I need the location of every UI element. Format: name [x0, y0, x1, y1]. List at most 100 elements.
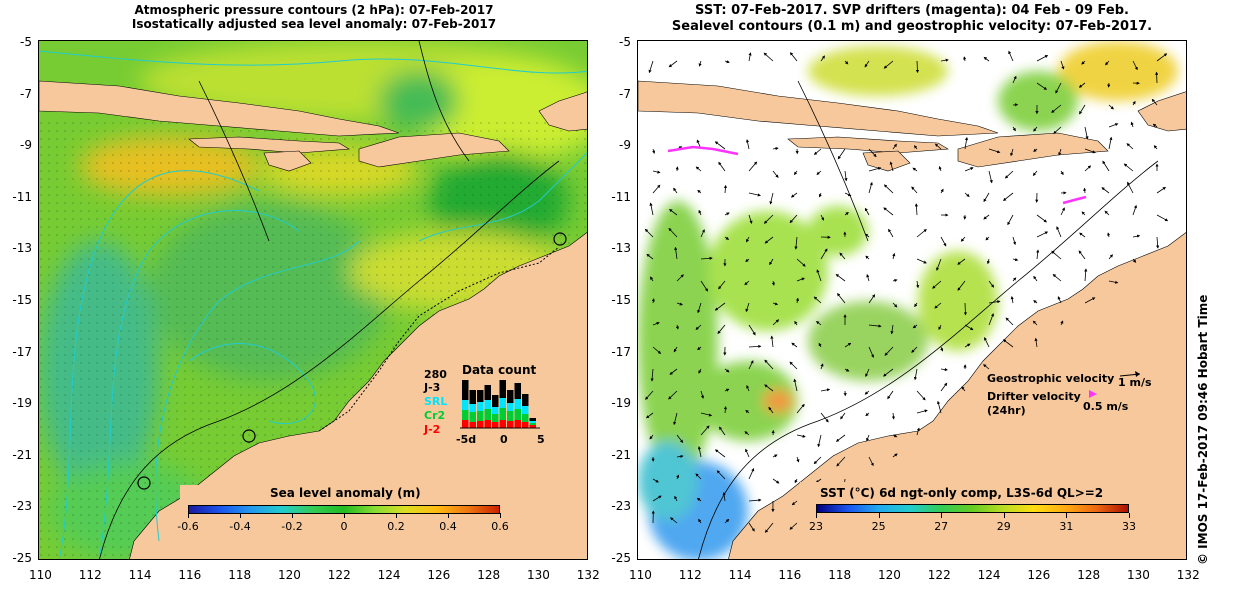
velocity-arrow: [764, 236, 774, 244]
velocity-arrow: [772, 478, 780, 484]
velocity-arrow: [1126, 143, 1134, 150]
velocity-arrow: [916, 258, 927, 264]
velocity-arrow: [892, 302, 898, 308]
velocity-arrow: [864, 390, 870, 395]
velocity-arrow: [764, 359, 774, 370]
velocity-arrow: [748, 214, 753, 224]
data-count-bar-segment: [514, 383, 521, 399]
velocity-arrow: [745, 258, 750, 263]
velocity-arrow: [868, 148, 877, 158]
velocity-arrow: [724, 518, 730, 524]
velocity-arrow: [772, 146, 779, 151]
sst-colorbar: SST (°C) 6d ngt-only comp, L3S-6d QL>=2 …: [800, 482, 1160, 542]
velocity-arrow: [652, 184, 661, 194]
colorbar-tick-mark: [240, 513, 241, 518]
colorbar-tick-mark: [500, 513, 501, 518]
velocity-arrow: [1156, 214, 1169, 222]
velocity-arrow: [674, 495, 678, 502]
geo-velocity-label: Geostrophic velocity: [987, 372, 1115, 385]
velocity-arrow: [884, 346, 894, 356]
velocity-arrow: [865, 412, 870, 417]
sst-map[interactable]: [637, 40, 1187, 560]
data-count-bar-segment: [492, 395, 499, 407]
drifter-track[interactable]: [667, 145, 739, 156]
velocity-arrow: [1132, 60, 1138, 71]
velocity-arrow: [744, 431, 750, 436]
data-count-bar-segment: [529, 425, 536, 428]
velocity-arrow: [652, 170, 661, 174]
sst-colorbar-gradient: [816, 504, 1129, 513]
velocity-arrow: [866, 434, 870, 442]
velocity-arrow: [915, 60, 920, 74]
tide-gauge-marker[interactable]: [553, 232, 567, 246]
geo-velocity-arrow-icon: [1119, 371, 1141, 377]
data-count-bar-segment: [529, 421, 536, 423]
drifter-track[interactable]: [1062, 195, 1087, 205]
sea-level-colorbar-title: Sea level anomaly (m): [270, 486, 421, 500]
right-title-line2: Sealevel contours (0.1 m) and geostrophi…: [671, 19, 1153, 34]
data-count-bar-segment: [529, 418, 536, 421]
velocity-arrow: [676, 274, 684, 282]
drifter-velocity-scale: 0.5 m/s: [1083, 400, 1129, 413]
velocity-arrow: [891, 412, 896, 420]
left-title-line1: Atmospheric pressure contours (2 hPa): 0…: [134, 3, 494, 17]
velocity-arrow: [796, 403, 805, 414]
velocity-arrow: [864, 207, 870, 216]
velocity-arrow: [674, 246, 678, 260]
velocity-arrow: [818, 342, 822, 348]
lat-tick-label: -11: [611, 189, 631, 204]
data-count-bar-segment: [499, 408, 506, 420]
velocity-arrow: [675, 324, 679, 330]
velocity-arrow: [883, 184, 894, 194]
lon-tick-label: 120: [878, 568, 901, 582]
velocity-arrow: [793, 378, 798, 392]
tide-gauge-marker[interactable]: [242, 429, 256, 443]
velocity-arrow: [818, 192, 822, 198]
velocity-arrow: [700, 412, 713, 417]
velocity-arrow: [988, 170, 993, 184]
velocity-arrow: [748, 522, 755, 532]
data-count-bars: [460, 380, 540, 429]
velocity-arrow: [763, 52, 774, 62]
velocity-arrow: [668, 60, 678, 68]
velocity-arrow: [1032, 170, 1038, 176]
velocity-arrow: [1051, 104, 1062, 113]
velocity-arrow: [964, 343, 971, 348]
data-count-max: 280: [424, 368, 447, 381]
tide-gauge-marker[interactable]: [137, 476, 151, 490]
velocity-arrow: [865, 368, 870, 378]
satellite-cr2: Cr2: [424, 409, 446, 422]
colorbar-tick-mark: [941, 513, 943, 518]
velocity-arrow: [745, 139, 750, 150]
velocity-arrow: [794, 478, 798, 484]
velocity-arrow: [964, 136, 969, 150]
velocity-arrow: [988, 148, 1001, 154]
velocity-arrow: [844, 170, 848, 182]
velocity-arrow: [913, 145, 918, 150]
lon-tick-label: 128: [477, 568, 501, 582]
sea-level-anomaly-map[interactable]: [38, 40, 588, 560]
velocity-arrow: [835, 434, 846, 442]
velocity-arrow: [1156, 186, 1167, 194]
velocity-arrow: [646, 253, 654, 260]
velocity-arrow: [988, 280, 995, 288]
velocity-arrow: [1102, 160, 1110, 172]
lat-tick-label: -19: [611, 396, 631, 411]
velocity-arrow: [938, 324, 942, 331]
velocity-arrow: [794, 236, 798, 250]
credit-text: © IMOS 17-Feb-2017 09:46 Hobart Time: [1196, 294, 1210, 565]
data-count-bar-segment: [469, 412, 476, 422]
velocity-arrow: [793, 170, 798, 176]
velocity-arrow: [764, 522, 774, 533]
lat-tick-label: -25: [611, 551, 631, 565]
velocity-arrow: [724, 388, 730, 392]
colorbar-tick-mark: [448, 513, 449, 518]
velocity-arrow: [916, 228, 927, 238]
velocity-arrow: [1008, 50, 1014, 62]
velocity-arrow: [940, 367, 948, 372]
velocity-arrow: [1036, 231, 1049, 238]
velocity-arrow: [1036, 55, 1049, 62]
velocity-arrow: [748, 324, 756, 336]
velocity-arrow: [700, 256, 713, 260]
colorbar-tick-label: 23: [809, 520, 823, 533]
